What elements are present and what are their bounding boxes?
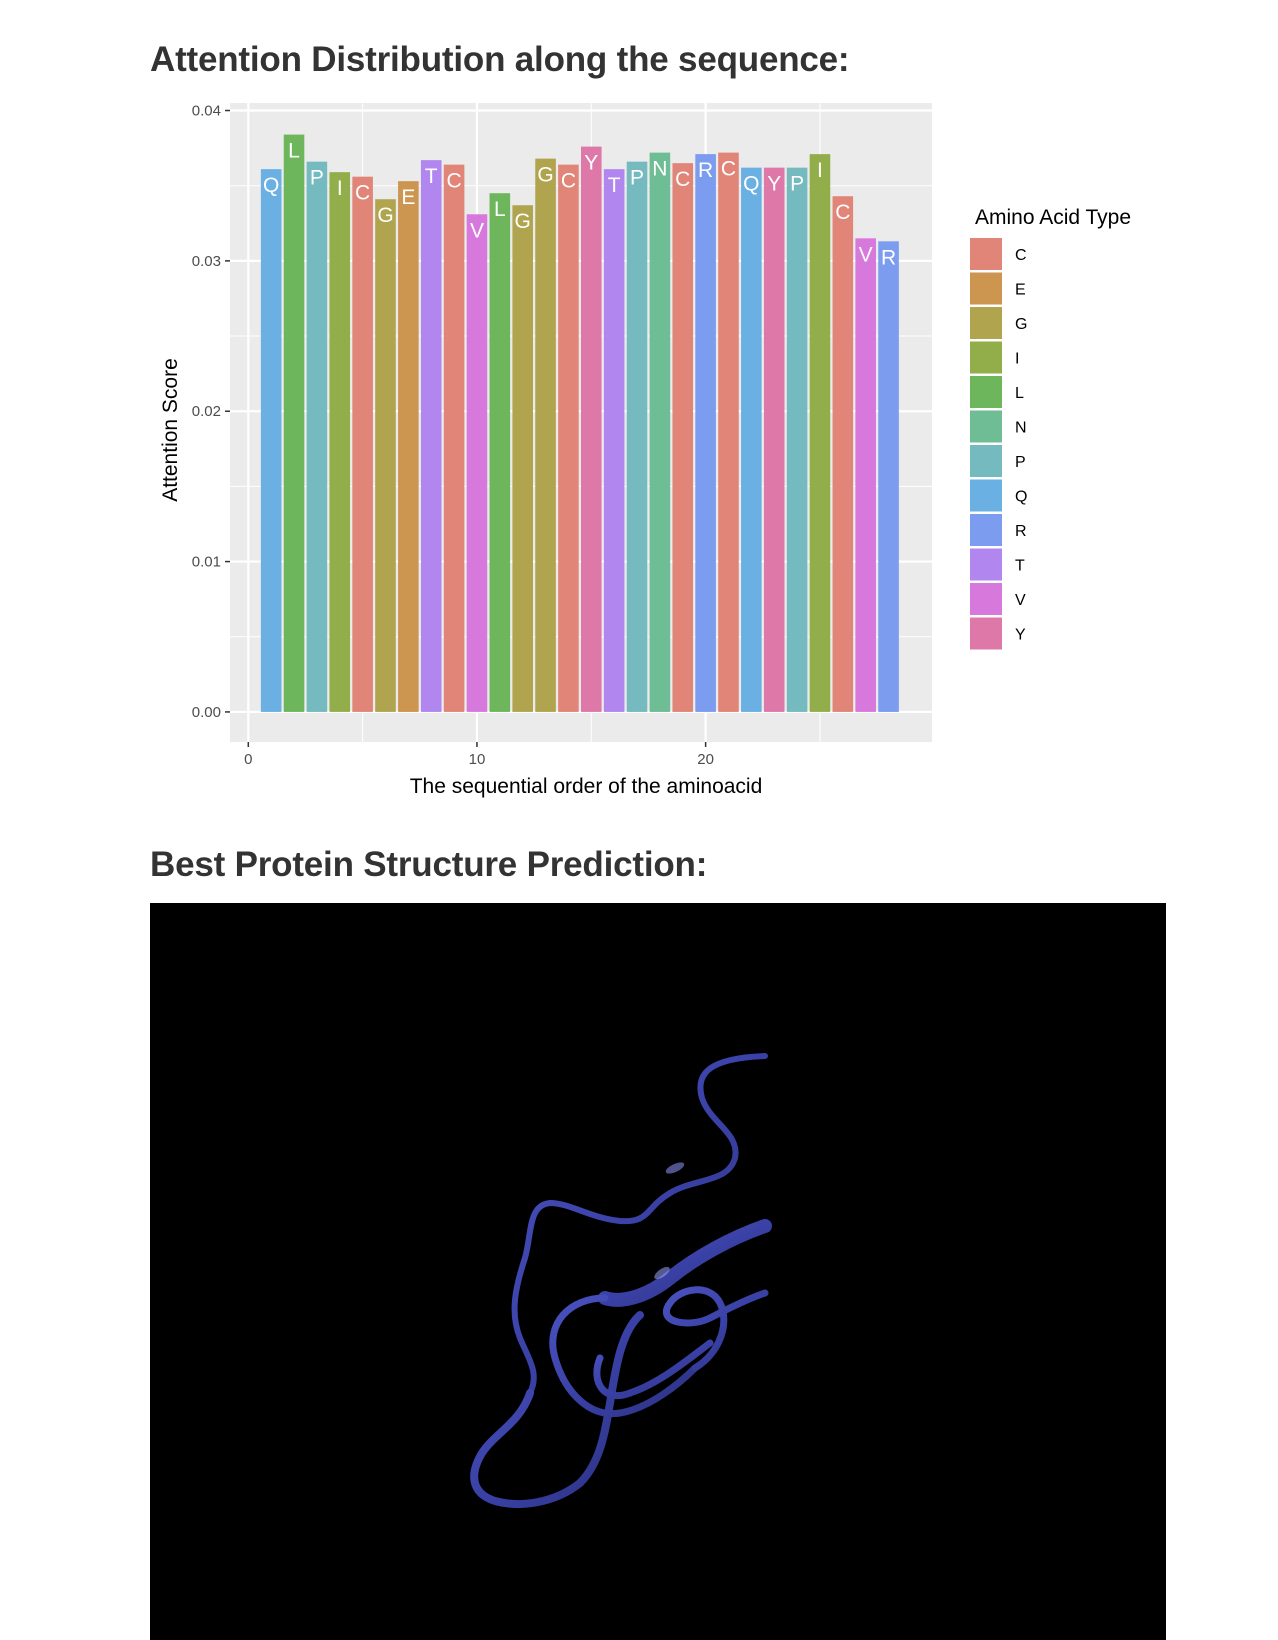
bar-label-7: E (401, 186, 415, 209)
bar-11 (489, 193, 511, 712)
bar-label-2: L (288, 140, 300, 163)
axes: 0.00 0.01 0.02 0.03 0.04 0 10 20 (192, 103, 714, 768)
legend-label-V: V (1015, 592, 1026, 609)
bar-label-16: T (608, 174, 621, 197)
bar-26 (832, 196, 854, 712)
legend-label-N: N (1015, 420, 1027, 437)
bar-21 (718, 152, 739, 712)
bar-label-26: C (835, 201, 850, 224)
bar-22 (741, 167, 762, 712)
legend-key-E (970, 272, 1002, 305)
bar-5 (352, 176, 373, 712)
bar-label-17: P (630, 167, 644, 190)
bar-label-6: G (377, 204, 393, 227)
bar-23 (763, 167, 785, 712)
bar-label-1: Q (263, 174, 279, 197)
bar-label-11: L (494, 198, 506, 221)
legend-label-Q: Q (1015, 489, 1027, 506)
x-tick-label: 10 (469, 751, 486, 768)
legend-label-C: C (1015, 247, 1027, 264)
bar-label-9: C (447, 170, 462, 193)
legend-key-L (970, 376, 1002, 408)
bar-label-21: C (721, 158, 736, 181)
legend-key-T (970, 548, 1002, 581)
y-tick-label: 0.03 (192, 253, 221, 270)
bar-label-12: G (515, 210, 531, 233)
legend-label-I: I (1015, 351, 1019, 368)
bar-25 (809, 154, 831, 712)
x-tick-label: 0 (244, 751, 252, 768)
y-tick-label: 0.02 (192, 403, 221, 420)
legend-key-G (970, 307, 1002, 339)
bar-28 (878, 241, 899, 712)
bar-label-8: T (425, 165, 438, 188)
bar-13 (535, 158, 556, 712)
bar-9 (443, 164, 465, 712)
x-tick-label: 20 (697, 751, 714, 768)
legend-title: Amino Acid Type (975, 206, 1131, 229)
legend-key-V (970, 583, 1002, 615)
bar-7 (398, 181, 419, 712)
bar-12 (512, 205, 533, 712)
bar-16 (603, 169, 625, 712)
bar-label-10: V (470, 219, 484, 242)
bar-label-3: P (310, 167, 324, 190)
bar-14 (558, 164, 579, 712)
bar-27 (855, 238, 876, 712)
attention-section-title: Attention Distribution along the sequenc… (150, 40, 850, 79)
legend-key-Q (970, 479, 1002, 512)
bar-17 (626, 161, 648, 712)
bar-label-5: C (355, 182, 370, 205)
legend-label-T: T (1015, 558, 1025, 575)
y-tick-label: 0.01 (192, 554, 221, 571)
bar-1 (260, 169, 282, 712)
legend-label-R: R (1015, 523, 1027, 540)
bar-label-24: P (790, 173, 804, 196)
bar-label-4: I (337, 177, 343, 200)
structure-section-title: Best Protein Structure Prediction: (150, 845, 708, 884)
legend: C EG IL NP QR TV Y (970, 238, 1027, 650)
bar-2 (283, 134, 305, 712)
bar-label-19: C (675, 168, 690, 191)
bar-18 (649, 152, 671, 712)
bar-label-14: C (561, 170, 576, 193)
protein-structure-viewer[interactable] (150, 903, 1166, 1640)
legend-key-C (970, 238, 1002, 270)
legend-label-G: G (1015, 316, 1027, 333)
y-tick-label: 0.04 (192, 103, 221, 120)
bar-24 (786, 167, 808, 712)
legend-key-I (970, 341, 1002, 374)
legend-label-L: L (1015, 385, 1024, 402)
y-tick-label: 0.00 (192, 704, 221, 721)
bar-19 (672, 163, 694, 712)
bar-label-15: Y (584, 152, 598, 175)
bar-label-13: G (537, 164, 553, 187)
bar-8 (420, 160, 442, 712)
bar-4 (329, 172, 351, 712)
bar-label-22: Q (743, 173, 759, 196)
x-axis-label: The sequential order of the aminoacid (410, 775, 763, 798)
legend-key-Y (970, 617, 1002, 650)
bar-3 (306, 161, 328, 712)
protein-ribbon-image (470, 1053, 772, 1508)
legend-label-P: P (1015, 454, 1026, 471)
bar-20 (695, 154, 716, 712)
legend-key-N (970, 410, 1002, 443)
bar-label-25: I (817, 159, 823, 182)
bar-label-23: Y (767, 173, 781, 196)
legend-label-E: E (1015, 282, 1026, 299)
y-axis-label: Attention Score (159, 358, 182, 502)
bar-6 (375, 199, 396, 712)
legend-key-R (970, 514, 1002, 546)
legend-key-P (970, 445, 1002, 477)
bar-10 (466, 214, 488, 712)
bar-label-28: R (881, 246, 896, 269)
bar-label-27: V (859, 243, 873, 266)
bar-label-20: R (698, 159, 713, 182)
bar-15 (581, 146, 602, 712)
legend-label-Y: Y (1015, 627, 1026, 644)
bar-label-18: N (652, 158, 667, 181)
